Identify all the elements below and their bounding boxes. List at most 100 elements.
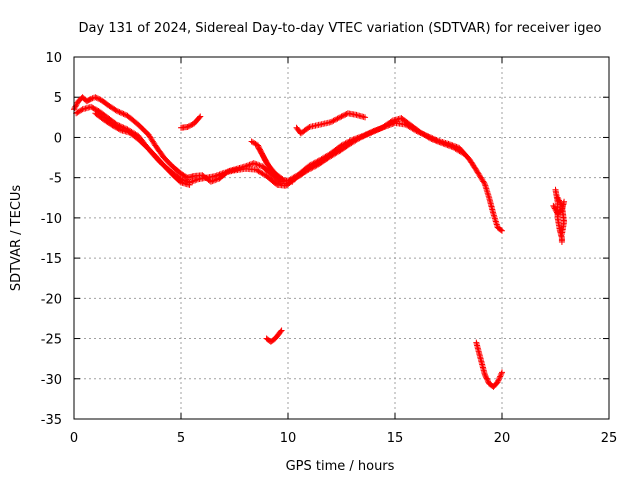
grid (74, 57, 609, 419)
data-point (443, 141, 450, 148)
y-axis-label: SDTVAR / TECUs (9, 185, 24, 292)
data-point (333, 116, 340, 123)
data-point (496, 374, 503, 381)
data-point (363, 132, 370, 139)
data-point (556, 198, 563, 205)
data-point (119, 110, 126, 117)
data-point (497, 373, 504, 380)
data-points (71, 94, 568, 390)
data-point (362, 114, 369, 121)
y-tick-label: -30 (41, 373, 62, 388)
data-point (432, 137, 439, 144)
data-point (440, 140, 447, 147)
data-point (192, 177, 199, 184)
data-point (337, 114, 344, 121)
x-tick-label: 5 (177, 431, 185, 446)
data-point (213, 172, 220, 179)
data-point (212, 173, 219, 180)
data-point (253, 161, 260, 168)
data-point (448, 143, 455, 150)
data-point (305, 124, 312, 131)
data-point (116, 109, 123, 116)
data-point (265, 162, 272, 169)
data-point (334, 115, 341, 122)
data-point (558, 201, 565, 208)
data-point (439, 140, 446, 147)
y-tick-label: 5 (54, 91, 62, 106)
data-point (275, 173, 282, 180)
data-point (186, 122, 193, 129)
data-point (273, 180, 280, 187)
data-point (255, 161, 262, 168)
y-tick-label: -5 (49, 172, 62, 187)
data-point (376, 125, 383, 132)
data-point (377, 125, 384, 132)
x-tick-label: 0 (70, 431, 78, 446)
x-tick-label: 10 (280, 431, 297, 446)
data-point (483, 374, 490, 381)
data-point (278, 327, 285, 334)
data-point (88, 95, 95, 102)
data-point (372, 127, 379, 134)
data-point (435, 138, 442, 145)
data-point (120, 110, 127, 117)
data-point (247, 161, 254, 168)
x-tick-label: 20 (494, 431, 511, 446)
data-point (342, 111, 349, 118)
data-point (558, 239, 565, 246)
data-point (308, 165, 315, 172)
data-point (277, 328, 284, 335)
data-point (256, 146, 263, 153)
data-point (338, 113, 345, 120)
data-point (371, 128, 378, 135)
data-point (94, 95, 101, 102)
data-point (550, 202, 557, 209)
data-point (217, 170, 224, 177)
x-tick-label: 15 (387, 431, 404, 446)
data-point (436, 139, 443, 146)
y-tick-label: 10 (45, 51, 62, 66)
data-point (304, 167, 311, 174)
data-point (196, 114, 203, 121)
data-point (197, 113, 204, 120)
y-tick-label: -10 (41, 212, 62, 227)
data-point (255, 145, 262, 152)
data-point (341, 112, 348, 119)
y-tick-label: -35 (41, 413, 62, 428)
data-point (373, 127, 380, 134)
data-point (327, 119, 334, 126)
data-point (494, 378, 501, 385)
data-point (257, 147, 264, 154)
data-point (357, 134, 364, 141)
data-point (310, 163, 317, 170)
series-track-5 (255, 144, 283, 181)
data-point (555, 196, 562, 203)
data-point (329, 118, 336, 125)
data-point (289, 178, 296, 185)
data-point (551, 205, 558, 212)
data-point (481, 179, 488, 186)
data-point (552, 206, 559, 213)
data-point (437, 139, 444, 146)
data-point (250, 160, 257, 167)
x-axis-label: GPS time / hours (286, 459, 395, 474)
data-point (258, 150, 265, 157)
series-track-12 (554, 194, 568, 237)
data-point (260, 152, 267, 159)
data-point (117, 109, 124, 116)
data-point (190, 177, 197, 184)
data-point (264, 160, 271, 167)
data-point (261, 155, 268, 162)
data-point (93, 94, 100, 101)
data-point (188, 122, 195, 129)
data-point (265, 161, 272, 168)
data-point (306, 166, 313, 173)
data-point (445, 142, 452, 149)
data-point (305, 166, 312, 173)
data-point (497, 226, 504, 233)
data-point (429, 136, 436, 143)
data-point (441, 141, 448, 148)
data-point (481, 371, 488, 378)
data-point (71, 104, 78, 111)
